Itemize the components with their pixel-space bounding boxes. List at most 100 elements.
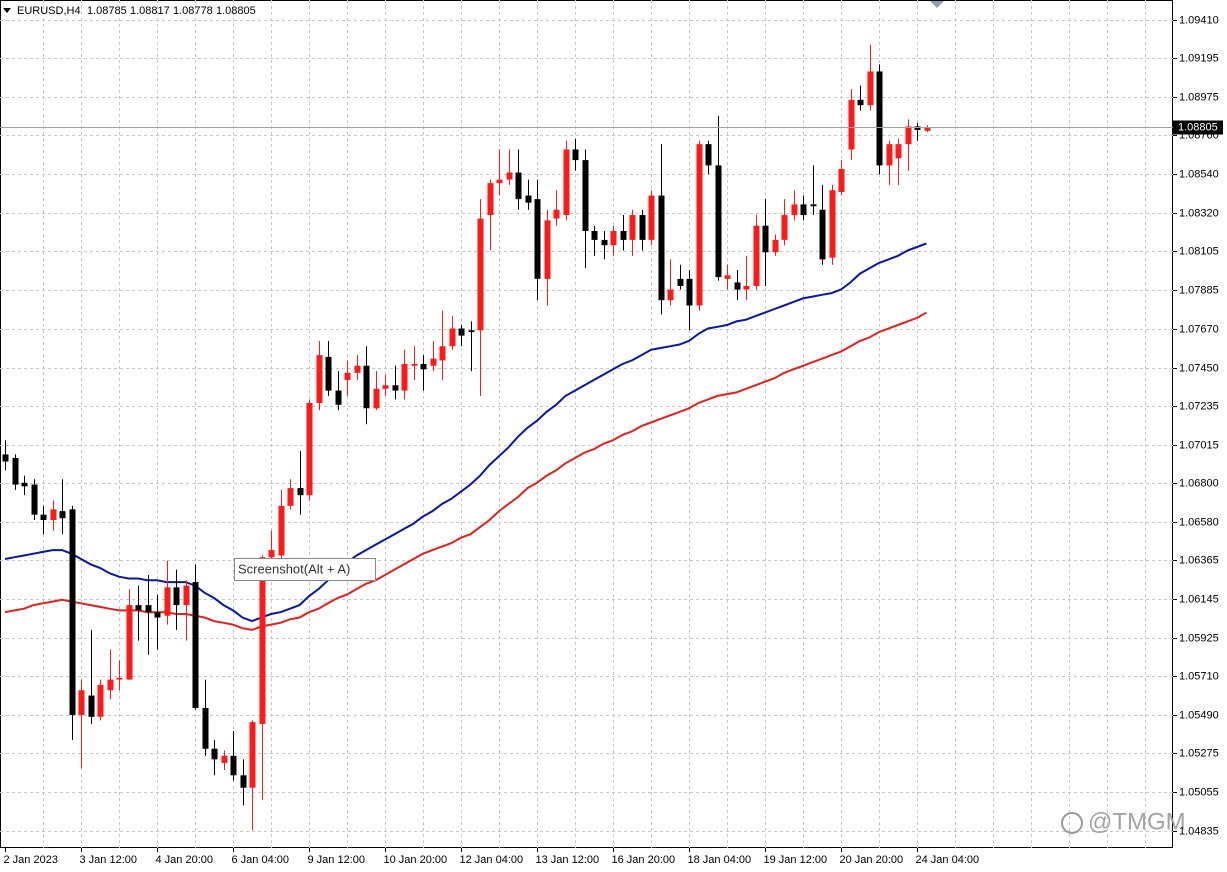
candle-body [268, 550, 275, 558]
price-label-box [1173, 120, 1223, 135]
candle-body [21, 482, 28, 487]
candle-body [648, 195, 655, 240]
shift-marker[interactable] [930, 1, 944, 8]
candle-body [173, 587, 180, 606]
y-tick-label: 1.07450 [1179, 362, 1219, 374]
candle-body [829, 190, 836, 258]
candle-body [221, 755, 228, 763]
candle-body [59, 511, 66, 519]
y-tick-label: 1.09195 [1179, 52, 1219, 64]
y-tick-label: 1.07235 [1179, 400, 1219, 412]
candle-body [772, 239, 779, 253]
menu-arrow[interactable] [3, 8, 11, 13]
y-tick-label: 1.05490 [1179, 709, 1219, 721]
candle-body [724, 275, 731, 279]
candle-body [31, 484, 38, 515]
candle-body [126, 605, 133, 680]
marks [2, 44, 931, 831]
candle-body [876, 71, 883, 166]
candle-body [582, 160, 589, 232]
header-close: 1.08805 [216, 5, 256, 17]
watermark-icon [1061, 812, 1083, 834]
candle-body [762, 225, 769, 253]
header-high: 1.08817 [130, 5, 170, 17]
candle-body [230, 755, 237, 776]
candle-body [249, 722, 256, 788]
candle-body [734, 282, 741, 290]
candle-body [88, 695, 95, 717]
candle-body [572, 149, 579, 161]
candle-body [202, 707, 209, 749]
price-label: 1.08805 [1178, 121, 1218, 133]
candle-body [420, 363, 427, 370]
candle-body [278, 505, 285, 556]
candle-body [211, 748, 218, 760]
candle-body [753, 225, 760, 286]
candle-body [610, 231, 617, 246]
candle-body [895, 144, 902, 159]
y-tick-label: 1.05925 [1179, 632, 1219, 644]
candle-body [477, 218, 484, 331]
y-tick-label: 1.08320 [1179, 207, 1219, 219]
candle-body [848, 99, 855, 150]
candle-body [563, 149, 570, 216]
candle-body [591, 231, 598, 240]
symbol: EURUSD,H4 [17, 5, 81, 17]
y-tick-label: 1.05055 [1179, 786, 1219, 798]
candle-body [553, 209, 560, 219]
candle-body [791, 204, 798, 216]
candle-body [496, 179, 503, 184]
candle-body [401, 363, 408, 391]
candle-body [743, 285, 750, 290]
candle-body [629, 215, 636, 240]
x-tick-label: 16 Jan 20:00 [612, 854, 676, 866]
x-tick-label: 24 Jan 04:00 [916, 854, 980, 866]
candle-body [392, 385, 399, 391]
candle-body [354, 365, 361, 373]
header-low: 1.08778 [173, 5, 213, 17]
candle-body [69, 509, 76, 716]
candle-body [468, 330, 475, 333]
candle-body [335, 390, 342, 405]
candle-body [259, 557, 266, 724]
y-tick-label: 1.05710 [1179, 670, 1219, 682]
candle-body [287, 488, 294, 506]
candle-body [857, 99, 864, 106]
candle-body [601, 239, 608, 246]
watermark: @TMGM [1088, 808, 1186, 835]
candle-body [696, 144, 703, 306]
candle-body [306, 402, 313, 496]
candle-body [819, 209, 826, 260]
x-tick-label: 13 Jan 12:00 [536, 854, 600, 866]
candle-body [192, 582, 199, 708]
candle-body [107, 679, 114, 691]
x-tick-label: 9 Jan 12:00 [308, 854, 366, 866]
y-tick-label: 1.05275 [1179, 747, 1219, 759]
x-tick-label: 12 Jan 04:00 [460, 854, 524, 866]
y-tick-label: 1.04835 [1179, 825, 1219, 837]
x-tick-label: 20 Jan 20:00 [840, 854, 904, 866]
candle-body [449, 328, 456, 347]
candle-body [487, 183, 494, 216]
candle-body [12, 457, 19, 485]
candle-body [50, 509, 57, 521]
ma-line [4, 242, 927, 623]
candle-body [2, 454, 9, 462]
candle-body [116, 677, 123, 680]
candle-body [164, 587, 171, 616]
candle-body [145, 605, 152, 613]
candle-body [677, 278, 684, 286]
candle-body [534, 199, 541, 279]
candle-body [924, 127, 931, 131]
candle-body [40, 514, 47, 521]
x-tick-label: 4 Jan 20:00 [156, 854, 214, 866]
y-tick-label: 1.07670 [1179, 323, 1219, 335]
y-tick-label: 1.08540 [1179, 168, 1219, 180]
x-tick-label: 10 Jan 20:00 [384, 854, 448, 866]
tooltip: Screenshot(Alt + A) [238, 561, 350, 576]
y-tick-label: 1.06580 [1179, 516, 1219, 528]
y-tick-label: 1.08105 [1179, 245, 1219, 257]
candle-body [838, 168, 845, 193]
candle-body [667, 289, 674, 301]
